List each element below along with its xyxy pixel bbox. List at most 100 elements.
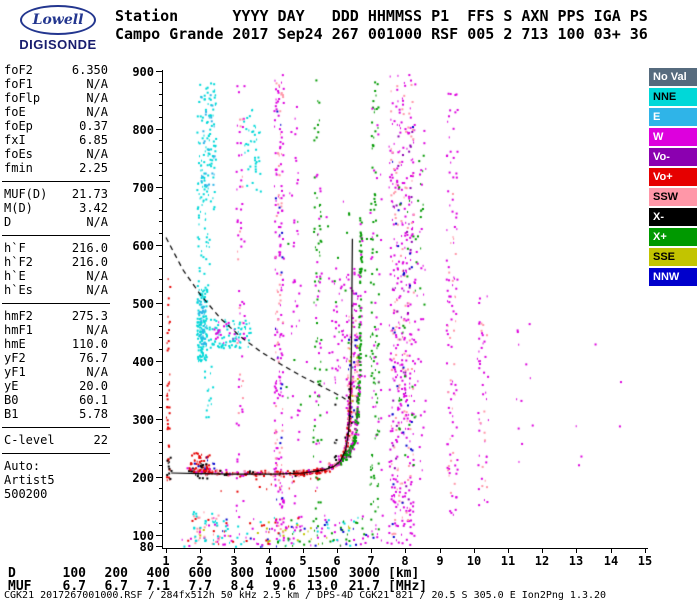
y-minor-tick	[159, 372, 163, 373]
legend: No Val NNE E W Vo- Vo+ SSW X- X+ SSE NNW	[649, 68, 697, 288]
param-row-yf2: yF2 76.7	[2, 351, 110, 365]
param-value: 216.0	[71, 255, 108, 269]
y-minor-tick	[159, 221, 163, 222]
param-label: h`Es	[4, 283, 33, 297]
x-tick-15	[645, 548, 646, 553]
param-value: 21.73	[71, 187, 108, 201]
row-label: D	[8, 566, 16, 581]
y-minor-tick	[159, 94, 163, 95]
legend-item-sse: SSE	[649, 248, 697, 266]
y-tick-900	[156, 71, 163, 72]
param-label: hmF1	[4, 323, 33, 337]
param-row-foflp: foFlp N/A	[2, 91, 110, 105]
y-tick-label-600: 600	[132, 239, 154, 253]
legend-item-vo+: Vo+	[649, 168, 697, 186]
x-tick-4	[269, 548, 270, 553]
legend-item-vo-: Vo-	[649, 148, 697, 166]
y-minor-tick	[159, 465, 163, 466]
y-minor-tick	[159, 453, 163, 454]
param-value: 0.37	[79, 119, 108, 133]
param-row-hf2: h`F2 216.0	[2, 255, 110, 269]
y-minor-tick	[159, 407, 163, 408]
param-group-1: MUF(D) 21.73 M(D) 3.42 D N/A	[2, 181, 110, 229]
y-minor-tick	[159, 511, 163, 512]
y-minor-tick	[159, 268, 163, 269]
x-tick-label-8: 8	[401, 554, 409, 568]
y-minor-tick	[159, 210, 163, 211]
y-tick-100	[156, 535, 163, 536]
legend-item-x+: X+	[649, 228, 697, 246]
row-value: 21.7	[348, 579, 380, 594]
param-row-hmf2: hmF2 275.3	[2, 309, 110, 323]
y-tick-label-300: 300	[132, 413, 154, 427]
param-value: 76.7	[79, 351, 108, 365]
param-group-5: Auto: Artist5 500200	[2, 453, 110, 501]
logo-lowell-text: Lowell	[32, 12, 84, 28]
row-value: 1000	[264, 566, 296, 581]
row-label: MUF	[8, 579, 32, 594]
y-minor-tick	[159, 349, 163, 350]
y-minor-tick	[159, 279, 163, 280]
param-value: N/A	[86, 91, 108, 105]
y-tick-600	[156, 245, 163, 246]
y-minor-tick	[159, 488, 163, 489]
y-minor-tick	[159, 314, 163, 315]
param-label: yF1	[4, 365, 26, 379]
y-minor-tick	[159, 500, 163, 501]
param-row-artist5: Artist5	[2, 473, 110, 487]
y-minor-tick	[159, 163, 163, 164]
x-tick-11	[508, 548, 509, 553]
x-tick-label-2: 2	[196, 554, 204, 568]
param-group-0: foF2 6.350 foF1 N/A foFlp N/A foE N/A foEp 0.37 fx…	[2, 63, 110, 175]
param-label: C-level	[4, 433, 55, 447]
row-value: 6.7	[62, 579, 86, 594]
y-tick-label-400: 400	[132, 355, 154, 369]
param-row-clevel: C-level 22	[2, 433, 110, 447]
y-minor-tick	[159, 233, 163, 234]
param-value: 6.85	[79, 133, 108, 147]
param-value	[108, 473, 110, 487]
param-label: foEs	[4, 147, 33, 161]
param-value: 6.350	[71, 63, 108, 77]
x-tick-2	[200, 548, 201, 553]
header-station-values: Campo Grande 2017 Sep24 267 001000 RSF 0…	[115, 25, 648, 43]
x-tick-6	[337, 548, 338, 553]
param-value: 5.78	[79, 407, 108, 421]
x-tick-label-12: 12	[534, 554, 550, 568]
param-value: N/A	[86, 77, 108, 91]
row-value: 9.6	[272, 579, 296, 594]
station-header: Station YYYY DAY DDD HHMMSS P1 FFS S AXN…	[115, 7, 648, 43]
x-tick-1	[166, 548, 167, 553]
y-tick-200	[156, 477, 163, 478]
param-row-fmin: fmin 2.25	[2, 161, 110, 175]
param-label: fxI	[4, 133, 26, 147]
param-value: N/A	[86, 283, 108, 297]
y-tick-label-900: 900	[132, 65, 154, 79]
row-value: 1500	[306, 566, 338, 581]
y-minor-tick	[159, 117, 163, 118]
row-value: 800	[230, 566, 254, 581]
param-row-500200: 500200	[2, 487, 110, 501]
y-tick-400	[156, 361, 163, 362]
param-label: hmE	[4, 337, 26, 351]
x-tick-label-4: 4	[265, 554, 273, 568]
param-row-auto: Auto:	[2, 459, 110, 473]
y-tick-80	[156, 546, 163, 547]
param-row-hme: hmE 110.0	[2, 337, 110, 351]
param-row-d: D N/A	[2, 215, 110, 229]
x-tick-13	[576, 548, 577, 553]
param-row-ye: yE 20.0	[2, 379, 110, 393]
x-tick-5	[303, 548, 304, 553]
x-tick-label-9: 9	[436, 554, 444, 568]
param-label: h`F2	[4, 255, 33, 269]
param-row-foe: foE N/A	[2, 105, 110, 119]
legend-item-ssw: SSW	[649, 188, 697, 206]
y-minor-tick	[159, 430, 163, 431]
x-tick-3	[234, 548, 235, 553]
param-value: 3.42	[79, 201, 108, 215]
param-value: 60.1	[79, 393, 108, 407]
table-row-d: D 100 200 400 600 800 1000 1500 3000 [km]	[8, 567, 427, 580]
y-minor-tick	[159, 175, 163, 176]
param-value: N/A	[86, 365, 108, 379]
param-group-3: hmF2 275.3 hmF1 N/A hmE 110.0 yF2 76.7 yF1 N/A yE 2…	[2, 303, 110, 421]
